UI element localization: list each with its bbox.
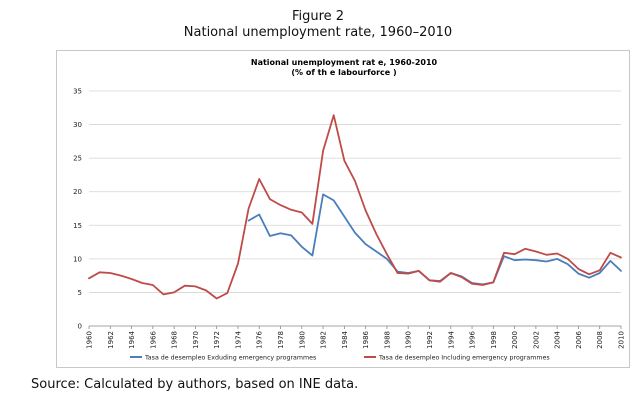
x-tick-label: 2000 bbox=[511, 331, 519, 349]
source-note: Source: Calculated by authors, based on … bbox=[31, 377, 359, 392]
x-tick-label: 1996 bbox=[469, 330, 477, 348]
x-tick-label: 1976 bbox=[256, 330, 264, 348]
x-tick-label: 1984 bbox=[341, 330, 349, 348]
x-tick-label: 2002 bbox=[532, 331, 540, 349]
gridlines bbox=[89, 90, 621, 293]
y-tick-label: 10 bbox=[73, 255, 82, 263]
x-tick-label: 2008 bbox=[596, 331, 604, 349]
x-tick-label: 1972 bbox=[213, 331, 221, 349]
y-tick-label: 5 bbox=[78, 289, 82, 297]
chart-frame: National unemployment rat e, 1960-2010 (… bbox=[56, 50, 630, 368]
x-tick-label: 1980 bbox=[298, 331, 306, 349]
chart-subtitle: (% of th e labourforce ) bbox=[291, 68, 396, 77]
legend: Tasa de desempleo Exduding emergency pro… bbox=[130, 355, 550, 362]
y-tick-label: 30 bbox=[73, 121, 82, 129]
x-tick-label: 1988 bbox=[383, 331, 391, 349]
x-tick-label: 2010 bbox=[618, 331, 626, 349]
series-line-excluding bbox=[247, 193, 622, 286]
x-tick-label: 1992 bbox=[426, 331, 434, 349]
legend-label: Tasa de desempleo Including emergency pr… bbox=[378, 355, 550, 362]
x-tick-label: 1982 bbox=[320, 331, 328, 349]
x-tick-label: 1986 bbox=[362, 330, 370, 348]
x-tick-label: 2004 bbox=[554, 330, 562, 348]
x-tick-label: 1978 bbox=[277, 331, 285, 349]
x-tick-label: 1998 bbox=[490, 331, 498, 349]
x-tick-label: 1962 bbox=[107, 331, 115, 349]
chart-title: National unemployment rat e, 1960-2010 bbox=[251, 58, 438, 67]
unemployment-chart: National unemployment rat e, 1960-2010 (… bbox=[73, 58, 625, 362]
x-tick-label: 1966 bbox=[149, 330, 157, 348]
x-tick-label: 1994 bbox=[447, 330, 455, 348]
x-tick-label: 1960 bbox=[86, 331, 94, 349]
x-tick-label: 1970 bbox=[192, 331, 200, 349]
figure-subtitle: National unemployment rate, 1960–2010 bbox=[183, 25, 453, 40]
legend-label: Tasa de desempleo Exduding emergency pro… bbox=[144, 355, 316, 362]
y-tick-label: 25 bbox=[73, 155, 82, 163]
x-tick-label: 2006 bbox=[575, 330, 583, 348]
y-tick-label: 15 bbox=[73, 222, 82, 230]
x-tick-label: 1990 bbox=[405, 331, 413, 349]
figure-title: Figure 2 bbox=[291, 9, 345, 24]
x-tick-label: 1964 bbox=[128, 330, 136, 348]
y-tick-label: 0 bbox=[78, 323, 82, 331]
axes: 0 5 10 15 20 25 30 35 1960 1962 1964 1966 1968 1970 19… bbox=[73, 88, 625, 349]
x-tick-label: 1968 bbox=[171, 331, 179, 349]
x-tick-label: 1974 bbox=[234, 330, 242, 348]
y-tick-label: 35 bbox=[73, 88, 82, 96]
series-line-including bbox=[88, 114, 622, 300]
series-lines bbox=[88, 114, 622, 300]
y-tick-label: 20 bbox=[73, 188, 82, 196]
